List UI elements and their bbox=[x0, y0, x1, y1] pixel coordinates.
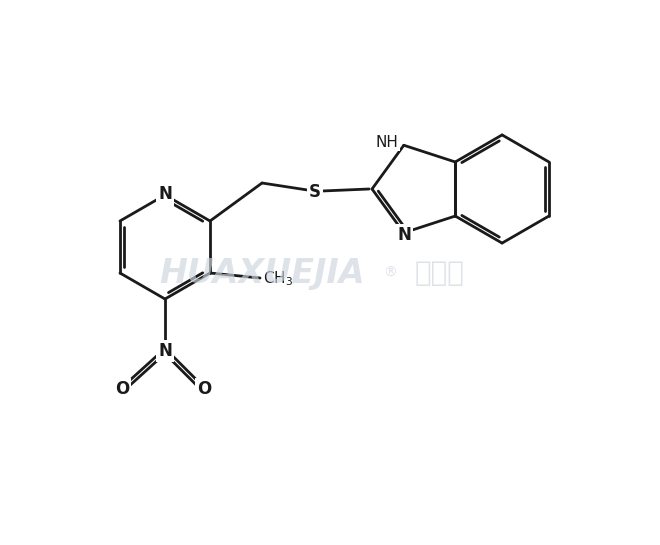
Text: ®: ® bbox=[383, 266, 397, 280]
Text: N: N bbox=[158, 185, 172, 203]
Text: N: N bbox=[158, 342, 172, 360]
Text: S: S bbox=[309, 183, 321, 201]
Text: HUAXUEJIA: HUAXUEJIA bbox=[159, 257, 365, 289]
Text: O: O bbox=[115, 380, 129, 398]
Text: 化学加: 化学加 bbox=[415, 259, 465, 287]
Text: CH$_3$: CH$_3$ bbox=[263, 270, 293, 288]
Text: NH: NH bbox=[376, 135, 399, 150]
Text: O: O bbox=[197, 380, 211, 398]
Text: N: N bbox=[398, 226, 412, 244]
